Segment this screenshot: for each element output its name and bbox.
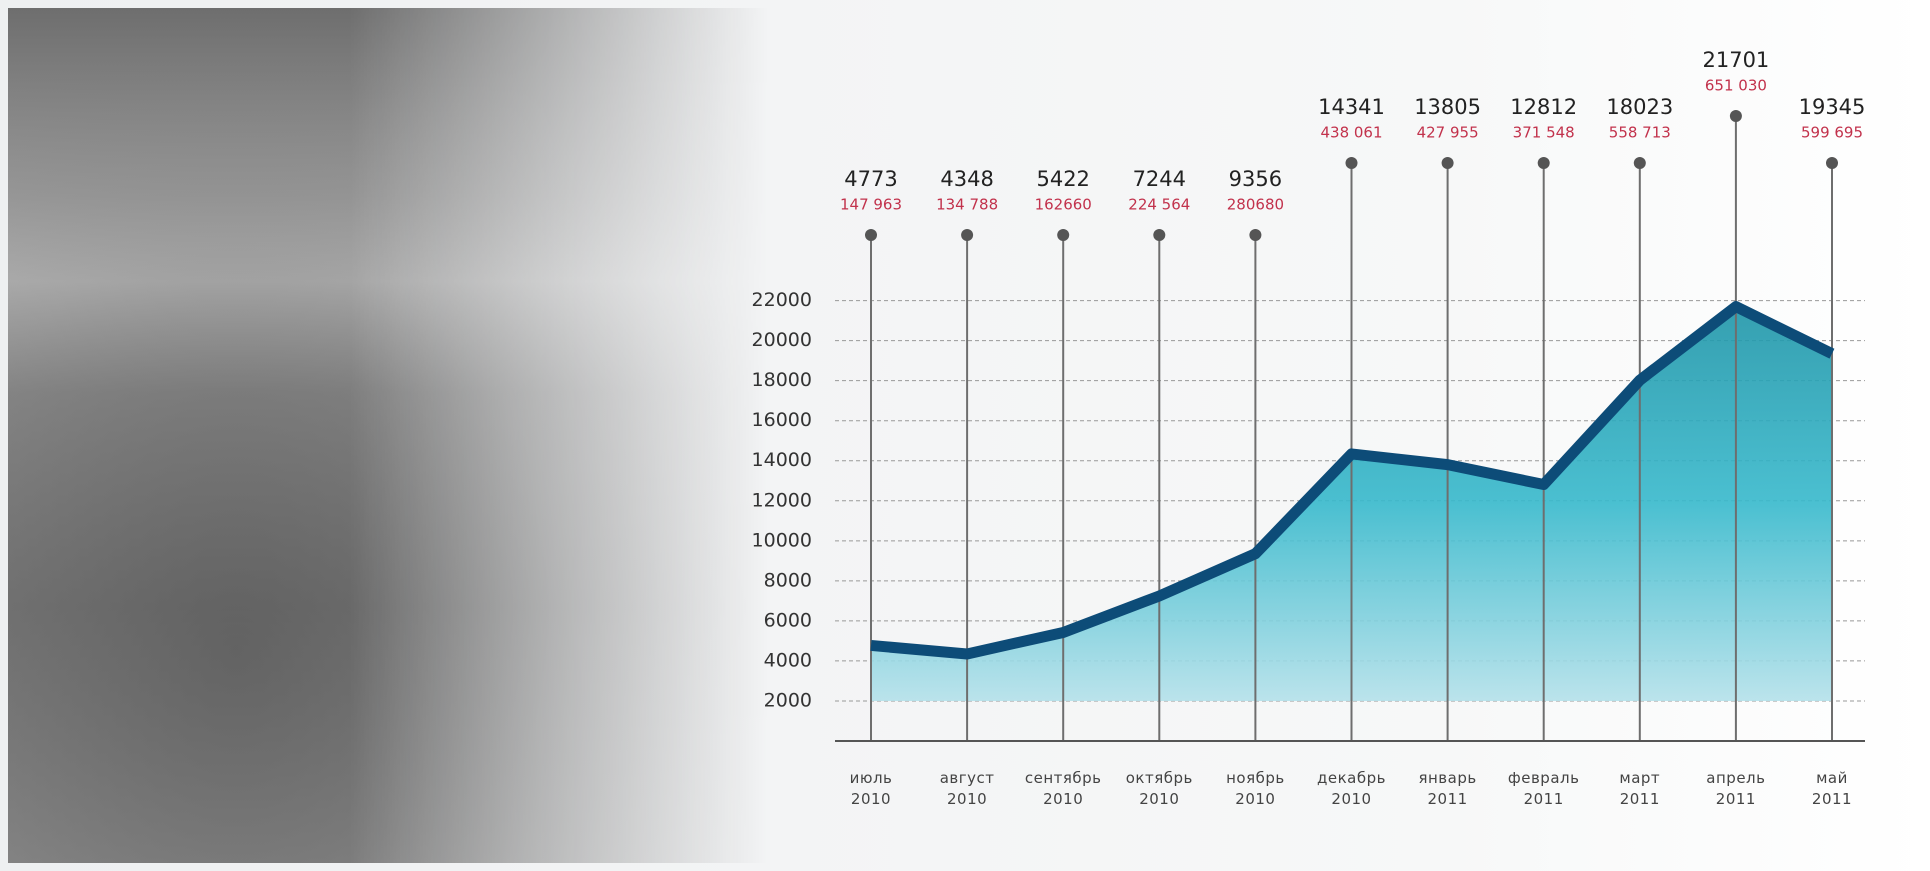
- page: 2000 4000 6000 8000 10000 12000 14000 16000 1800…: [0, 0, 1930, 871]
- y-tick-label: 2000: [764, 689, 812, 711]
- value-label: 21701: [1702, 48, 1769, 72]
- sub-label: 280680: [1227, 196, 1284, 214]
- sub-label: 438 061: [1320, 124, 1382, 142]
- y-tick-label: 12000: [752, 489, 812, 511]
- x-tick-label: январь 2011: [1393, 768, 1503, 810]
- value-label: 4773: [844, 167, 897, 191]
- value-label: 7244: [1133, 167, 1186, 191]
- value-label: 19345: [1799, 95, 1866, 119]
- dot: [1153, 229, 1165, 241]
- sub-label: 651 030: [1705, 77, 1767, 95]
- value-label: 14341: [1318, 95, 1385, 119]
- x-tick-label: сентябрь 2010: [1008, 768, 1118, 810]
- x-tick-label: август 2010: [912, 768, 1022, 810]
- chart: 2000 4000 6000 8000 10000 12000 14000 16000 1800…: [0, 0, 1930, 871]
- sub-label: 224 564: [1128, 196, 1190, 214]
- value-label: 4348: [940, 167, 993, 191]
- dot: [1730, 110, 1742, 122]
- x-tick-label: октябрь 2010: [1104, 768, 1214, 810]
- sub-label: 371 548: [1513, 124, 1575, 142]
- y-tick-label: 16000: [752, 409, 812, 431]
- sub-label: 599 695: [1801, 124, 1863, 142]
- dot: [865, 229, 877, 241]
- y-tick-label: 4000: [764, 649, 812, 671]
- dot: [1634, 157, 1646, 169]
- y-tick-label: 20000: [752, 329, 812, 351]
- value-label: 9356: [1229, 167, 1282, 191]
- x-tick-label: февраль 2011: [1489, 768, 1599, 810]
- value-label: 5422: [1036, 167, 1089, 191]
- dot: [1826, 157, 1838, 169]
- y-tick-label: 8000: [764, 569, 812, 591]
- dot: [961, 229, 973, 241]
- dot: [1346, 157, 1358, 169]
- x-tick-label: июль 2010: [816, 768, 926, 810]
- x-tick-label: ноябрь 2010: [1200, 768, 1310, 810]
- x-tick-label: апрель 2011: [1681, 768, 1791, 810]
- x-tick-label: май 2011: [1777, 768, 1887, 810]
- value-label: 13805: [1414, 95, 1481, 119]
- x-tick-label: март 2011: [1585, 768, 1695, 810]
- sub-label: 162660: [1035, 196, 1092, 214]
- x-tick-label: декабрь 2010: [1297, 768, 1407, 810]
- dot: [1249, 229, 1261, 241]
- value-label: 12812: [1510, 95, 1577, 119]
- sub-label: 427 955: [1417, 124, 1479, 142]
- y-tick-label: 22000: [752, 289, 812, 311]
- dot: [1538, 157, 1550, 169]
- y-tick-label: 18000: [752, 369, 812, 391]
- sub-label: 134 788: [936, 196, 998, 214]
- y-tick-label: 14000: [752, 449, 812, 471]
- dot: [1442, 157, 1454, 169]
- sub-label: 147 963: [840, 196, 902, 214]
- y-tick-label: 10000: [752, 529, 812, 551]
- y-tick-label: 6000: [764, 609, 812, 631]
- value-label: 18023: [1606, 95, 1673, 119]
- sub-label: 558 713: [1609, 124, 1671, 142]
- dot: [1057, 229, 1069, 241]
